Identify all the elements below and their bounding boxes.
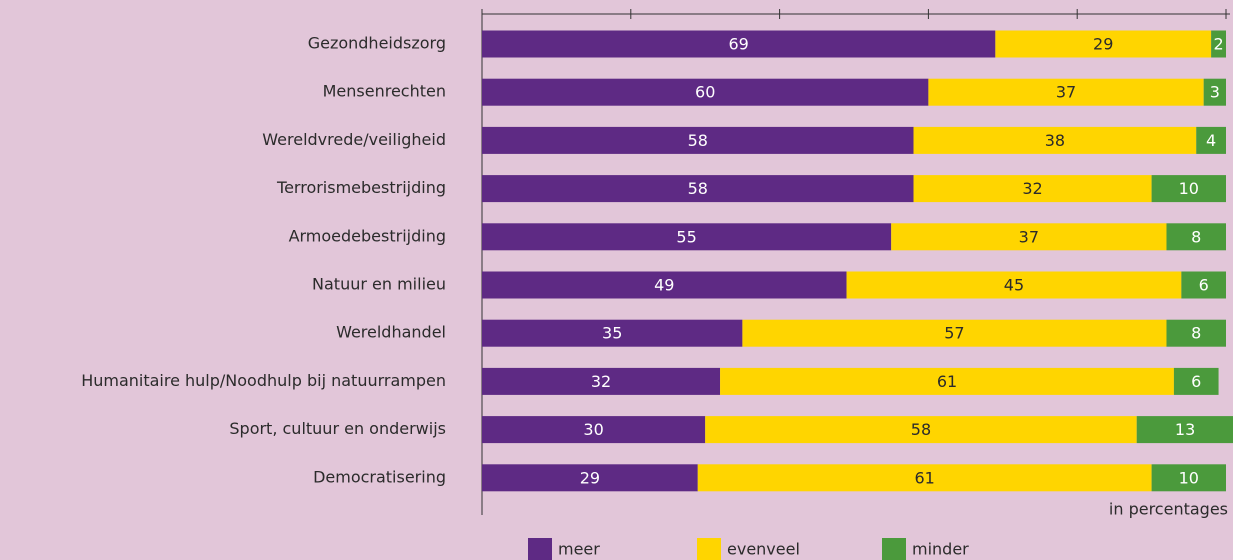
bar-segment: [1173, 367, 1219, 395]
value-label: 3: [1210, 83, 1220, 102]
value-label: 37: [1056, 83, 1076, 102]
value-label: 29: [1093, 35, 1113, 54]
value-label: 49: [654, 276, 674, 295]
bar-segment: [846, 271, 1182, 299]
value-label: 58: [911, 420, 931, 439]
bar-segment: [482, 464, 698, 492]
value-label: 32: [591, 372, 611, 391]
value-label: 13: [1175, 420, 1195, 439]
value-label: 6: [1199, 276, 1209, 295]
legend-label: meer: [558, 540, 600, 559]
category-label: Gezondheidszorg: [308, 34, 446, 53]
legend-swatch: [882, 538, 906, 560]
bar-segment: [482, 30, 996, 58]
bar-segment: [482, 319, 743, 347]
value-label: 37: [1019, 227, 1039, 246]
bar-segment: [1196, 126, 1226, 154]
value-label: 45: [1004, 276, 1024, 295]
bar-segment: [697, 464, 1152, 492]
bar-segment: [482, 175, 914, 203]
bar-segment: [1166, 223, 1226, 251]
value-label: 38: [1045, 131, 1065, 150]
value-label: 29: [580, 468, 600, 487]
bar-segment: [482, 78, 929, 106]
bar-segment: [1151, 175, 1226, 203]
bar-segment: [1211, 30, 1226, 58]
legend-swatch: [697, 538, 721, 560]
bar-segment: [720, 367, 1174, 395]
category-label: Armoedebestrijding: [289, 226, 446, 245]
value-label: 58: [688, 131, 708, 150]
unit-note: in percentages: [1109, 500, 1228, 519]
bar-segment: [995, 30, 1212, 58]
value-label: 2: [1213, 35, 1223, 54]
value-label: 61: [915, 468, 935, 487]
category-label: Sport, cultuur en onderwijs: [229, 419, 446, 438]
value-label: 60: [695, 83, 715, 102]
legend-label: minder: [912, 540, 969, 559]
bar-segment: [482, 126, 914, 154]
bar-segment: [1166, 319, 1226, 347]
legend-label: evenveel: [727, 540, 800, 559]
value-label: 35: [602, 324, 622, 343]
bar-segment: [891, 223, 1167, 251]
value-label: 58: [688, 179, 708, 198]
value-label: 30: [583, 420, 603, 439]
bar-segment: [482, 223, 892, 251]
bar-segment: [913, 126, 1197, 154]
value-label: 8: [1191, 324, 1201, 343]
bar-segment: [1181, 271, 1226, 299]
category-label: Wereldhandel: [336, 323, 446, 342]
value-label: 55: [676, 227, 696, 246]
category-label: Humanitaire hulp/Noodhulp bij natuurramp…: [81, 371, 446, 390]
bar-segment: [928, 78, 1204, 106]
category-label: Democratisering: [313, 467, 446, 486]
category-label: Natuur en milieu: [312, 275, 446, 294]
value-label: 69: [729, 35, 749, 54]
bar-segment: [913, 175, 1152, 203]
bar-segment: [1151, 464, 1226, 492]
legend-swatch: [528, 538, 552, 560]
value-label: 61: [937, 372, 957, 391]
value-label: 57: [944, 324, 964, 343]
category-label: Mensenrechten: [323, 82, 446, 101]
bar-segment: [742, 319, 1167, 347]
value-label: 32: [1022, 179, 1042, 198]
category-label: Terrorismebestrijding: [276, 178, 446, 197]
bar-segment: [705, 416, 1137, 444]
bar-segment: [1203, 78, 1226, 106]
bar-segment: [482, 271, 847, 299]
category-label: Wereldvrede/veiligheid: [262, 130, 446, 149]
value-label: 10: [1179, 179, 1199, 198]
bar-segment: [482, 367, 721, 395]
value-label: 4: [1206, 131, 1216, 150]
value-label: 6: [1191, 372, 1201, 391]
value-label: 8: [1191, 227, 1201, 246]
value-label: 10: [1179, 468, 1199, 487]
bar-segment: [482, 416, 706, 444]
bar-segment: [1136, 416, 1233, 444]
